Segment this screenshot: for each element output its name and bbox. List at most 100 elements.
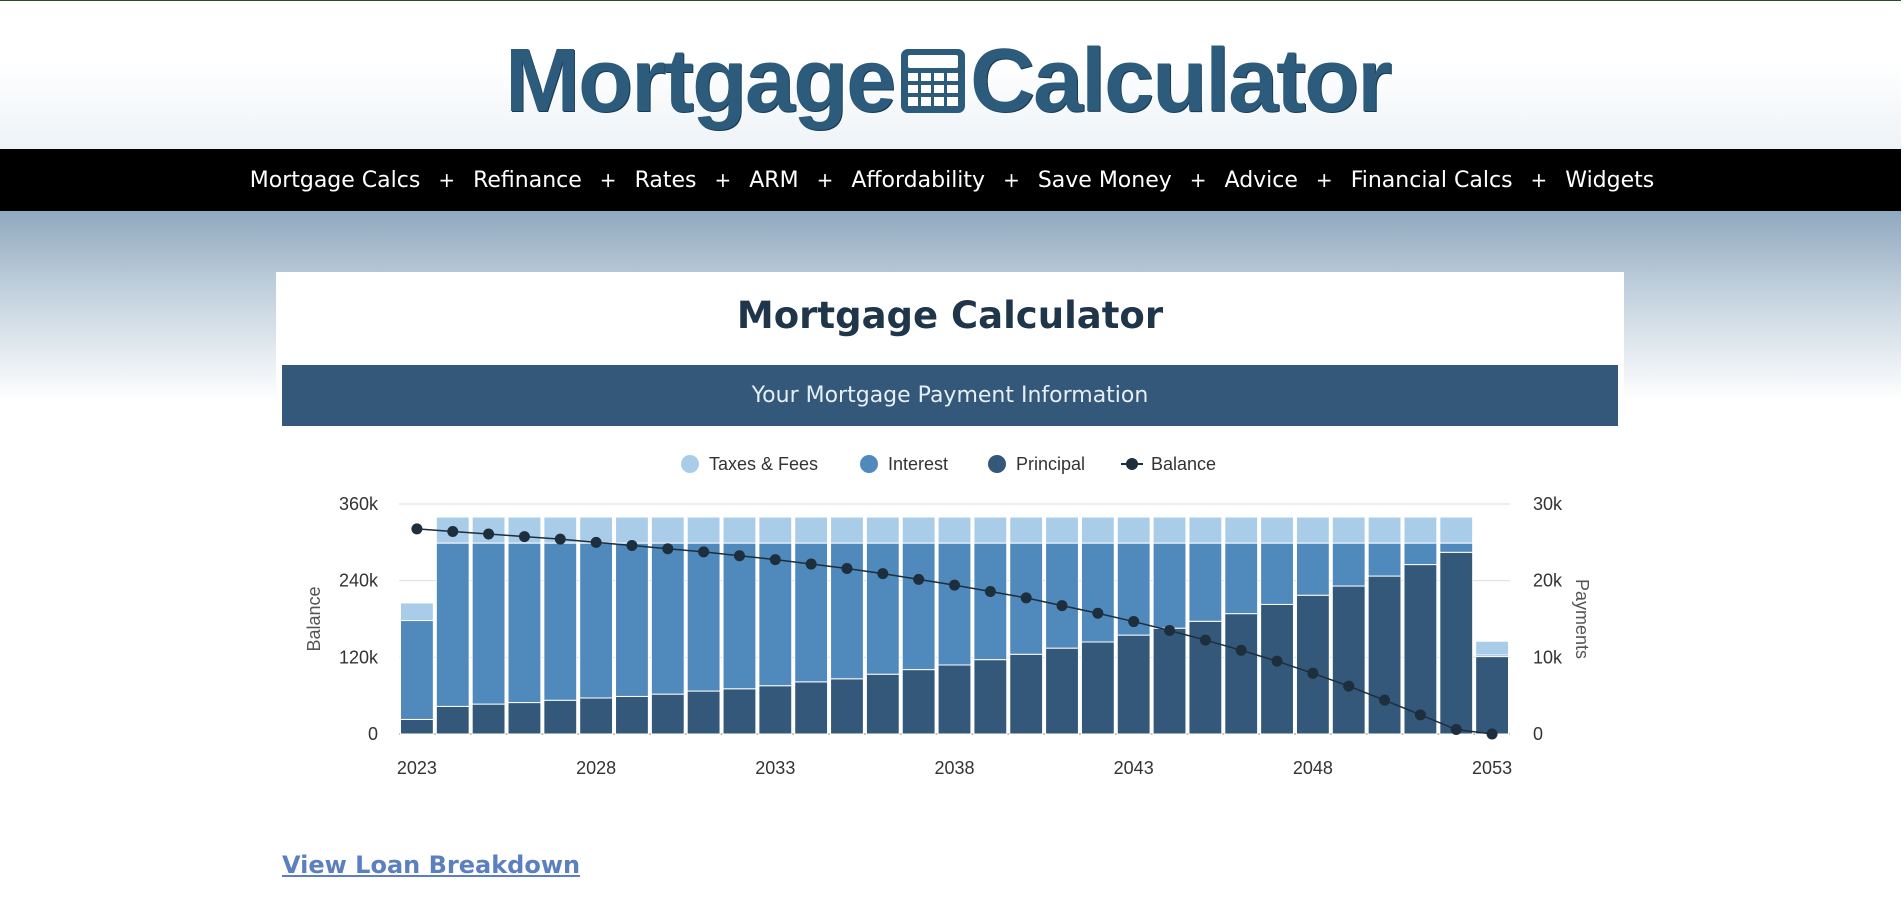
nav-plus-icon[interactable]: +: [599, 168, 617, 192]
balance-point: [1164, 625, 1176, 636]
bar-taxes-fees: [1045, 516, 1079, 544]
bar-interest: [400, 620, 434, 720]
bar-taxes-fees: [1367, 516, 1402, 544]
nav-item-save-money[interactable]: Save Money: [1037, 167, 1172, 193]
balance-point: [733, 550, 745, 562]
bar-interest: [1295, 542, 1330, 596]
bar-taxes-fees: [400, 602, 434, 622]
y-left-tick-label: 0: [368, 724, 378, 744]
bar-interest: [901, 542, 936, 671]
nav-plus-icon[interactable]: +: [1189, 168, 1207, 192]
bar-principal: [579, 697, 614, 735]
bar-taxes-fees: [650, 516, 685, 544]
nav-item-widgets[interactable]: Widgets: [1565, 167, 1655, 193]
nav-plus-icon[interactable]: +: [438, 168, 456, 192]
balance-point: [554, 533, 566, 545]
balance-point: [769, 554, 781, 566]
bar-principal: [830, 678, 864, 735]
main-nav: Mortgage Calcs + Refinance + Rates + ARM…: [0, 149, 1904, 211]
bar-principal: [471, 703, 506, 735]
nav-item-advice[interactable]: Advice: [1224, 167, 1298, 193]
bar-principal: [435, 705, 470, 735]
legend-item-label: Taxes & Fees: [709, 454, 818, 474]
legend-item-label: Principal: [1016, 454, 1085, 474]
x-tick-label: 2028: [576, 758, 616, 778]
nav-item-refinance[interactable]: Refinance: [473, 167, 582, 193]
bar-taxes-fees: [1080, 516, 1115, 544]
bar-taxes-fees: [1295, 516, 1330, 544]
bar-principal: [1475, 656, 1509, 735]
y-right-tick-label: 10k: [1533, 647, 1563, 667]
nav-item-mortgage-calcs[interactable]: Mortgage Calcs: [249, 167, 421, 193]
bar-principal: [1403, 564, 1438, 735]
nav-plus-icon[interactable]: +: [1315, 168, 1333, 192]
bar-principal: [400, 718, 434, 735]
x-tick-label: 2048: [1293, 758, 1333, 778]
balance-point: [1486, 728, 1498, 740]
bar-principal: [1367, 575, 1402, 735]
section-header-label: Your Mortgage Payment Information: [751, 383, 1149, 408]
bar-taxes-fees: [615, 516, 649, 544]
balance-point: [1271, 655, 1283, 667]
bar-interest: [1152, 542, 1187, 629]
nav-item-rates[interactable]: Rates: [634, 167, 697, 193]
balance-point: [841, 563, 853, 575]
y-right-tick-label: 20k: [1533, 571, 1563, 591]
nav-item-arm[interactable]: ARM: [749, 167, 799, 193]
x-tick-label: 2038: [934, 758, 974, 778]
y-left-tick-label: 120k: [339, 647, 379, 667]
bar-principal: [1116, 634, 1151, 735]
bar-interest: [1224, 542, 1259, 615]
bar-interest: [543, 542, 578, 701]
balance-point: [1235, 644, 1247, 656]
bar-taxes-fees: [1260, 516, 1294, 544]
nav-plus-icon[interactable]: +: [1530, 168, 1548, 192]
bar-principal: [901, 669, 936, 735]
bar-interest: [1260, 542, 1294, 605]
logo-word-mortgage: Mortgage: [505, 30, 896, 131]
bar-principal: [722, 688, 757, 735]
nav-plus-icon[interactable]: +: [816, 168, 834, 192]
bar-interest: [1080, 542, 1115, 643]
bar-interest: [1188, 542, 1223, 622]
balance-point: [949, 579, 960, 591]
nav-plus-icon[interactable]: +: [714, 168, 732, 192]
nav-plus-icon[interactable]: +: [1003, 168, 1020, 192]
bar-interest: [1331, 542, 1366, 587]
nav-item-financial-calcs[interactable]: Financial Calcs: [1350, 167, 1513, 193]
top-border: [0, 0, 1904, 1]
y-right-axis-title: Payments: [1572, 579, 1592, 659]
bar-principal: [1080, 641, 1115, 735]
nav-item-affordability[interactable]: Affordability: [851, 167, 986, 193]
view-loan-breakdown-link[interactable]: View Loan Breakdown: [282, 851, 581, 879]
bar-principal: [650, 693, 685, 735]
bar-taxes-fees: [686, 516, 721, 544]
balance-point: [590, 536, 602, 548]
bar-interest: [686, 542, 721, 692]
bar-principal: [1439, 551, 1474, 735]
bar-taxes-fees: [1403, 516, 1438, 544]
y-left-tick-label: 360k: [339, 494, 379, 514]
y-right-tick-label: 30k: [1533, 494, 1563, 514]
bar-interest: [1403, 542, 1438, 566]
balance-point: [1343, 680, 1355, 692]
balance-point: [662, 543, 674, 555]
balance-point: [1414, 709, 1426, 721]
balance-point: [518, 531, 530, 543]
site-logo[interactable]: Mortgage Calculator: [505, 30, 1392, 131]
x-tick-label: 2023: [397, 758, 437, 778]
bar-taxes-fees: [1009, 516, 1044, 544]
bar-taxes-fees: [722, 516, 757, 544]
y-left-tick-label: 240k: [339, 571, 379, 591]
bar-interest: [722, 542, 757, 690]
balance-point: [483, 528, 495, 540]
balance-point: [698, 546, 710, 558]
balance-point: [1379, 694, 1391, 706]
y-right-tick-label: 0: [1533, 724, 1543, 744]
bar-principal: [686, 690, 721, 735]
bar-interest: [1367, 542, 1402, 577]
payment-chart: 0 120k 240k 360k 0 10k 20k 30k Balance Payments 20…: [304, 454, 1592, 778]
bar-taxes-fees: [1439, 516, 1474, 544]
bar-taxes-fees: [830, 516, 864, 544]
bar-taxes-fees: [1475, 640, 1509, 656]
